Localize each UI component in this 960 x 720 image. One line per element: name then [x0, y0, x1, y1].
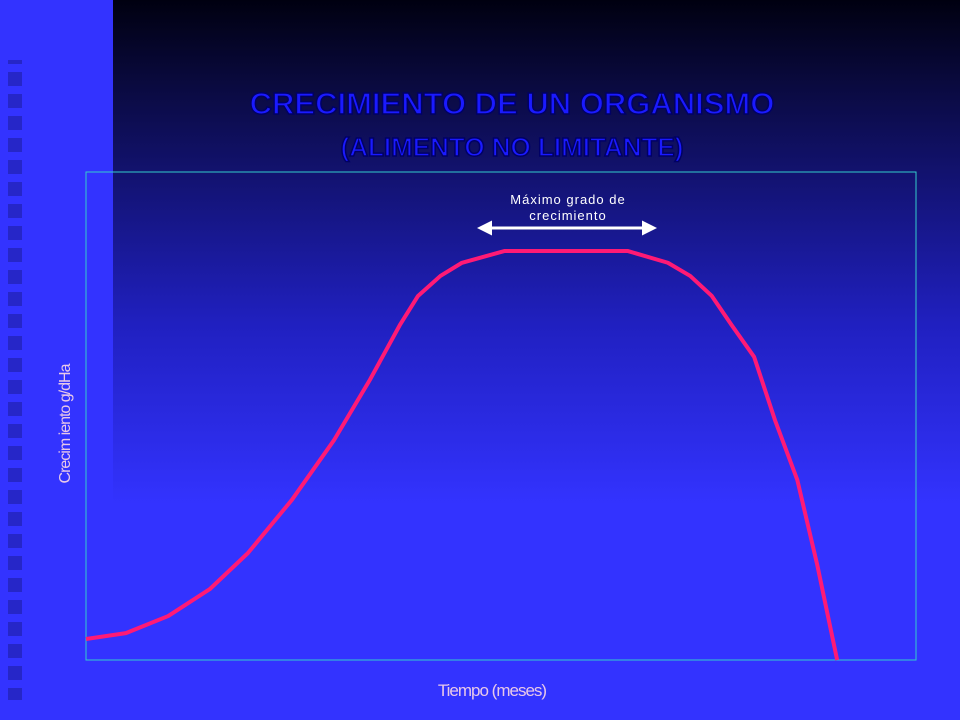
y-axis-label: Crecim iento g/dHa — [57, 363, 74, 483]
side-squares — [0, 60, 30, 700]
annotation: Máximo grado de crecimiento — [510, 192, 626, 223]
line-series — [85, 249, 840, 661]
x-axis-label: Tiempo (meses) — [438, 681, 547, 700]
chart-subtitle: (ALIMENTO NO LIMITANTE) — [341, 132, 684, 162]
chart-title: CRECIMIENTO DE UN ORGANISMO — [250, 86, 775, 121]
annotation-box: Máximo grado de crecimiento — [510, 192, 626, 223]
plot-frame — [85, 171, 917, 661]
